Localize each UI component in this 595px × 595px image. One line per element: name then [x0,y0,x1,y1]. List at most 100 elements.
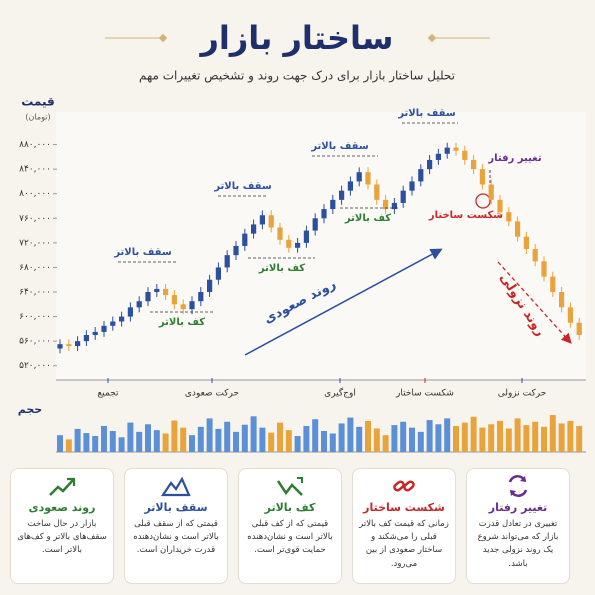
card-title: شکست ساختار [363,501,445,514]
card: روند صعودی بازار در حال ساخت سقف‌های بال… [10,468,114,584]
candle-body [321,209,327,219]
candle-body [427,159,433,170]
candle-body [295,242,301,248]
card-text: بازار در حال ساخت سقف‌های بالاتر و کف‌ها… [17,519,107,556]
volume-bar [382,435,389,452]
volume-bar [435,424,442,452]
candle-body [523,236,529,249]
volume-bar [101,425,107,452]
volume-bar [444,418,451,452]
y-tick-label: ۵۶۰,۰۰۰ [19,337,51,347]
y-tick-label: ۷۶۰,۰۰۰ [19,214,51,224]
candle-body [198,292,204,302]
volume-bar [532,421,539,452]
candle-body [277,227,283,240]
candle-body [576,322,582,335]
icon [393,480,415,492]
candle-body [347,181,353,191]
card-title: کف بالاتر [264,501,316,514]
y-tick-label: ۵۲۰,۰۰۰ [19,361,51,371]
annotation: سقف بالاتر [310,141,369,152]
candle-body [224,255,230,268]
annotation: شکست ساختار [428,210,503,221]
candle-body [444,147,450,154]
volume-bar [409,427,415,452]
card-title: روند صعودی [28,501,96,514]
candle-body [286,239,292,248]
y-tick-label: ۶۰۰,۰۰۰ [19,312,51,322]
volume-bar [233,431,239,452]
candle-body [66,344,72,347]
volume-bar [303,425,310,452]
annotation: سقف بالاتر [213,181,272,192]
volume-bar [215,428,222,452]
volume-bar [250,416,257,452]
y-axis-label: قیمت [21,95,55,109]
x-phase-label: شکست ساختار [395,389,454,399]
x-phase-label: اوج‌گیری [324,387,356,399]
volume-bar [162,433,169,452]
title-diamond [427,33,437,43]
trend-arrow [497,261,572,344]
volume-bar [268,432,275,452]
volume-bar [285,430,292,452]
volume-bar [338,423,345,452]
y-tick-label: ۸۴۰,۰۰۰ [19,165,51,175]
volume-bar [558,423,565,452]
candle-body [488,184,494,200]
volume-bar [373,428,380,452]
candle-body [559,292,565,308]
volume-bar [171,420,178,452]
candle-body [418,169,424,182]
candle-body [506,212,512,222]
volume-bar [277,422,283,452]
candle-body [233,245,239,256]
x-phase-label: حرکت صعودی [185,389,239,399]
candle-body [453,147,459,151]
candle-body [101,325,107,332]
card-title: تغییر رفتار [488,501,548,514]
volume-bar [118,437,125,452]
annotation: سقف بالاتر [397,108,456,119]
candle-body [391,202,397,210]
volume-bar [567,420,574,452]
candle-body [163,288,169,296]
plot-area [56,112,586,380]
candle-body [242,233,248,246]
volume-bar [426,420,433,452]
candle-body [215,267,221,280]
volume-bar [145,424,151,452]
title: ساختار بازار [198,19,393,57]
volume-bar [74,428,81,452]
volume-bar [206,418,213,452]
candle-body [127,307,133,317]
break-circle [475,193,491,209]
icon [276,477,303,496]
volume-bar [153,430,160,452]
card-text: زمانی که قیمت کف بالاتر قبلی را می‌شکند … [359,519,449,569]
annotation: تغییر رفتار [487,153,541,164]
candle-body [330,199,336,210]
card: تغییر رفتار تغییری در تعادل قدرت بازار ک… [466,468,570,584]
card-text: قیمتی که از کف قبلی بالاتر است و نشان‌ده… [247,519,333,556]
candle-body [550,276,556,292]
candle-body [567,307,573,323]
candle-body [92,331,98,335]
volume-bar [541,426,547,452]
y-tick-label: ۸۸۰,۰۰۰ [19,140,51,150]
candle-body [303,230,309,243]
candle-body [462,150,468,160]
icon [49,477,76,496]
annotation: کف بالاتر [158,317,205,328]
card: سقف بالاتر قیمتی که از سقف قبلی بالاتر ا… [124,468,228,584]
annotation: سقف بالاتر [113,247,172,258]
candle-body [119,316,125,322]
candle-body [383,199,389,210]
y-axis-unit: (تومان) [25,113,50,122]
candle-body [479,169,485,185]
volume-bar [461,422,468,452]
candle-body [356,172,362,182]
trend-arrow [244,248,443,356]
candle-body [435,153,441,160]
